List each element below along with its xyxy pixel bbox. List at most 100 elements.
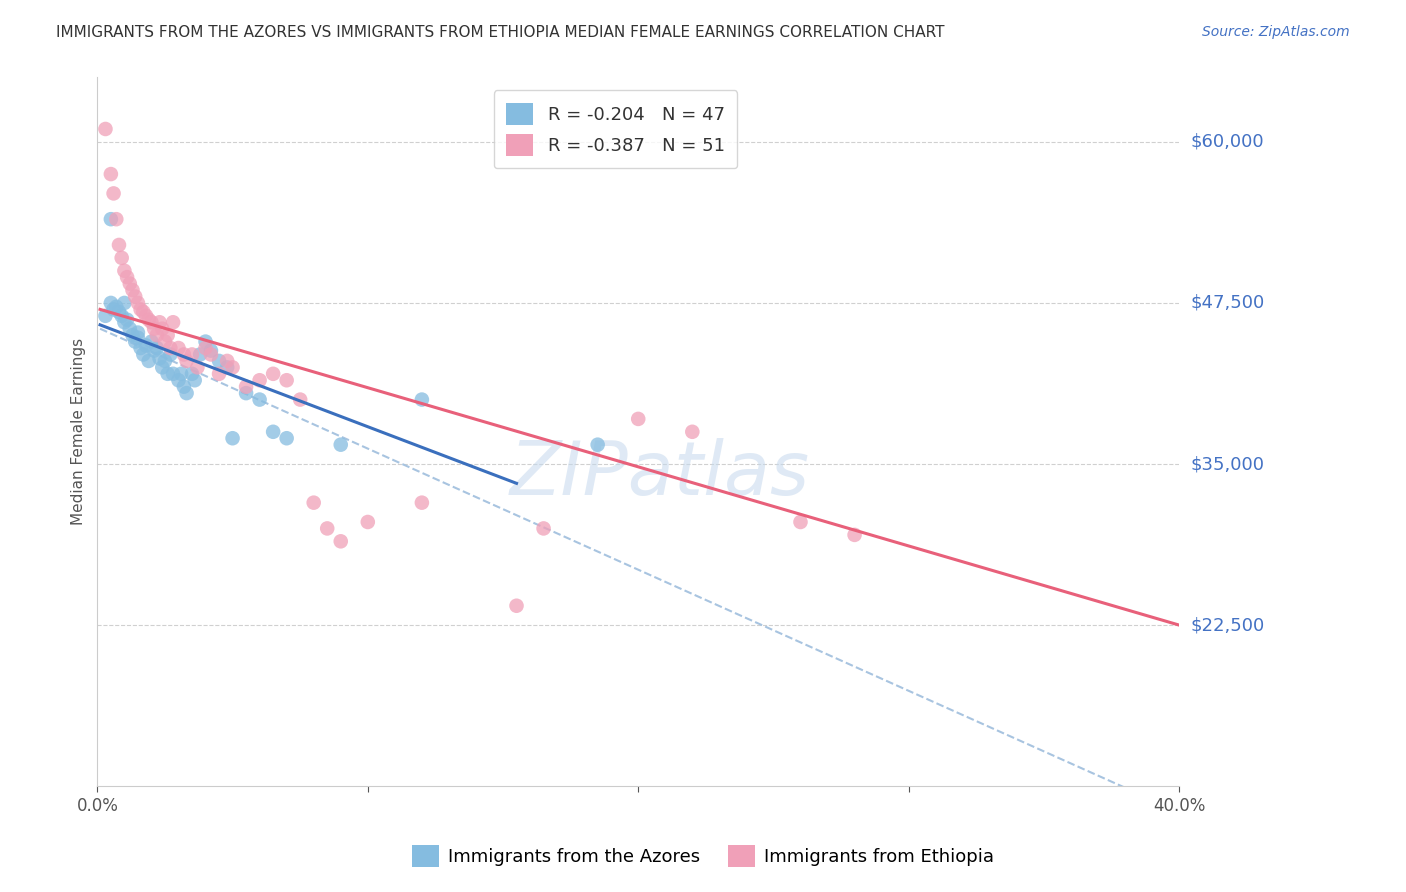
Point: [176, 354, 198, 368]
Point: [173, 380, 195, 394]
Point: [100, 296, 122, 310]
Point: [156, 328, 179, 343]
Point: [118, 277, 141, 291]
Point: [112, 264, 135, 278]
Point: [118, 322, 141, 336]
Point: [533, 521, 555, 535]
Point: [357, 515, 380, 529]
Point: [159, 347, 181, 361]
Point: [135, 338, 157, 352]
Point: [135, 309, 157, 323]
Point: [138, 354, 160, 368]
Point: [249, 392, 271, 407]
Point: [167, 373, 190, 387]
Point: [276, 431, 298, 445]
Point: [170, 367, 193, 381]
Text: IMMIGRANTS FROM THE AZORES VS IMMIGRANTS FROM ETHIOPIA MEDIAN FEMALE EARNINGS CO: IMMIGRANTS FROM THE AZORES VS IMMIGRANTS…: [56, 25, 945, 40]
Point: [411, 392, 433, 407]
Point: [208, 367, 231, 381]
Point: [111, 251, 134, 265]
Point: [217, 354, 239, 368]
Point: [194, 334, 217, 349]
Point: [288, 392, 311, 407]
Point: [100, 212, 122, 227]
Point: [132, 305, 155, 319]
Point: [162, 315, 184, 329]
Point: [276, 373, 298, 387]
Point: [173, 347, 195, 361]
Point: [329, 438, 352, 452]
Point: [586, 438, 609, 452]
Point: [183, 373, 205, 387]
Point: [100, 167, 122, 181]
Point: [111, 309, 134, 323]
Point: [181, 347, 204, 361]
Point: [146, 328, 169, 343]
Point: [153, 354, 176, 368]
Point: [94, 309, 117, 323]
Point: [103, 302, 125, 317]
Point: [150, 360, 173, 375]
Point: [127, 326, 149, 340]
Point: [141, 315, 163, 329]
Point: [112, 315, 135, 329]
Point: [249, 373, 271, 387]
Point: [505, 599, 527, 613]
Point: [143, 343, 166, 358]
Point: [681, 425, 703, 439]
Point: [217, 360, 239, 375]
Point: [200, 343, 222, 358]
Point: [124, 289, 146, 303]
Y-axis label: Median Female Earnings: Median Female Earnings: [72, 338, 86, 525]
Point: [221, 431, 243, 445]
Point: [129, 302, 152, 317]
Point: [124, 334, 146, 349]
Point: [146, 341, 169, 355]
Point: [132, 347, 155, 361]
Point: [115, 312, 138, 326]
Point: [94, 122, 117, 136]
Point: [108, 238, 131, 252]
Point: [200, 347, 222, 361]
Point: [176, 386, 198, 401]
Point: [148, 351, 170, 366]
Point: [143, 322, 166, 336]
Point: [105, 300, 128, 314]
Point: [103, 186, 125, 201]
Legend: Immigrants from the Azores, Immigrants from Ethiopia: Immigrants from the Azores, Immigrants f…: [405, 838, 1001, 874]
Point: [194, 341, 217, 355]
Point: [112, 296, 135, 310]
Text: $60,000: $60,000: [1191, 133, 1264, 151]
Text: $22,500: $22,500: [1191, 616, 1264, 634]
Text: Source: ZipAtlas.com: Source: ZipAtlas.com: [1202, 25, 1350, 39]
Point: [156, 367, 179, 381]
Point: [108, 305, 131, 319]
Point: [235, 386, 257, 401]
Point: [141, 334, 163, 349]
Point: [121, 328, 143, 343]
Point: [844, 528, 866, 542]
Point: [150, 322, 173, 336]
Point: [221, 360, 243, 375]
Point: [316, 521, 339, 535]
Point: [789, 515, 811, 529]
Point: [148, 315, 170, 329]
Point: [167, 341, 190, 355]
Point: [153, 334, 176, 349]
Point: [329, 534, 352, 549]
Point: [262, 425, 284, 439]
Point: [129, 341, 152, 355]
Point: [162, 367, 184, 381]
Point: [186, 360, 208, 375]
Point: [121, 283, 143, 297]
Text: $35,000: $35,000: [1191, 455, 1264, 473]
Point: [262, 367, 284, 381]
Point: [127, 331, 149, 345]
Point: [627, 412, 650, 426]
Text: ZIPatlas: ZIPatlas: [510, 438, 810, 510]
Point: [181, 367, 204, 381]
Point: [127, 296, 149, 310]
Point: [159, 341, 181, 355]
Text: $47,500: $47,500: [1191, 294, 1264, 312]
Point: [208, 354, 231, 368]
